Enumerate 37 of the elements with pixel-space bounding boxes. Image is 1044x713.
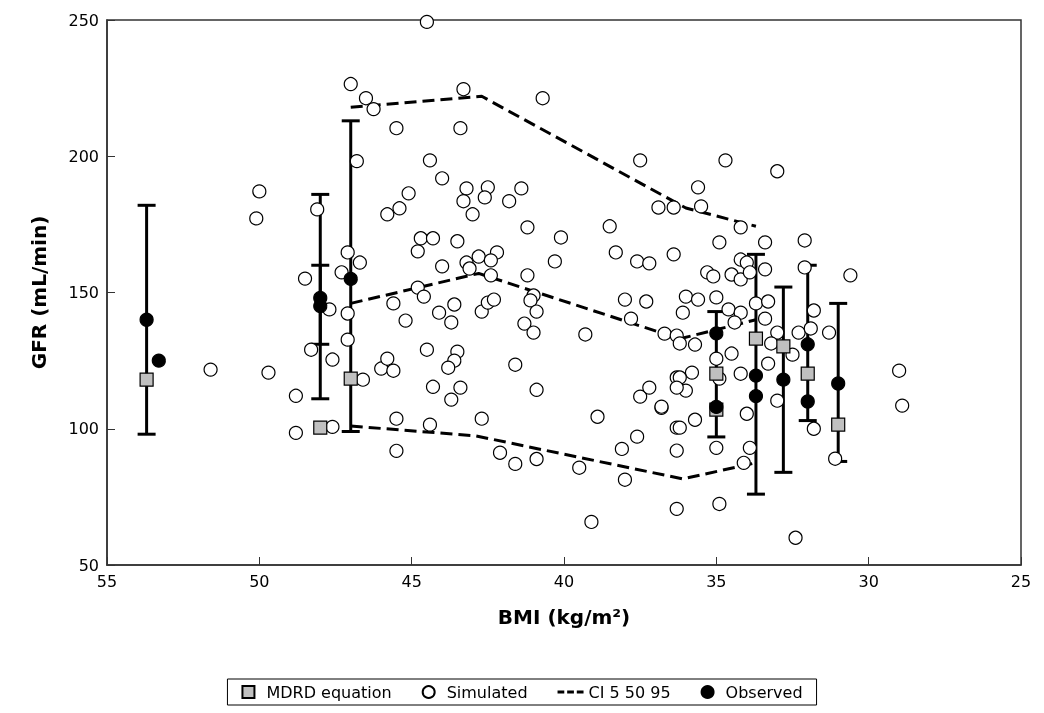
y-tick-label: 200 [68, 146, 99, 166]
legend-label: MDRD equation [266, 682, 392, 702]
point [800, 366, 815, 381]
point [800, 337, 815, 352]
legend-label: Simulated [446, 682, 528, 702]
y-tick-label: 250 [68, 10, 99, 30]
point [343, 271, 358, 286]
x-tick-label: 25 [1010, 571, 1032, 591]
y-tick-label: 100 [68, 419, 99, 439]
legend-label: CI 5 50 95 [588, 682, 671, 702]
point [831, 376, 846, 391]
point [139, 372, 154, 387]
point [313, 420, 328, 435]
point [748, 368, 764, 383]
point [709, 366, 724, 381]
x-axis-title: BMI (kg/m²) [497, 605, 631, 629]
x-tick-label: 50 [249, 571, 270, 591]
point [748, 388, 764, 404]
x-tick-label: 30 [858, 571, 879, 591]
x-tick-label: 35 [706, 571, 727, 591]
x-tick-label: 40 [553, 571, 575, 591]
x-tick-label: 55 [96, 571, 118, 591]
x-tick-label: 45 [401, 571, 422, 591]
point [831, 417, 846, 432]
y-axis-title: GFR (mL/min) [27, 215, 51, 370]
point [151, 353, 166, 368]
point [343, 371, 358, 386]
point [139, 312, 154, 327]
legend-label: Observed [725, 682, 803, 702]
y-tick-label: 50 [78, 555, 99, 575]
y-tick-label: 150 [68, 283, 99, 302]
point [800, 394, 815, 409]
point [776, 339, 791, 354]
point [313, 299, 328, 314]
point [709, 326, 724, 341]
point [776, 372, 791, 387]
point [748, 331, 764, 346]
